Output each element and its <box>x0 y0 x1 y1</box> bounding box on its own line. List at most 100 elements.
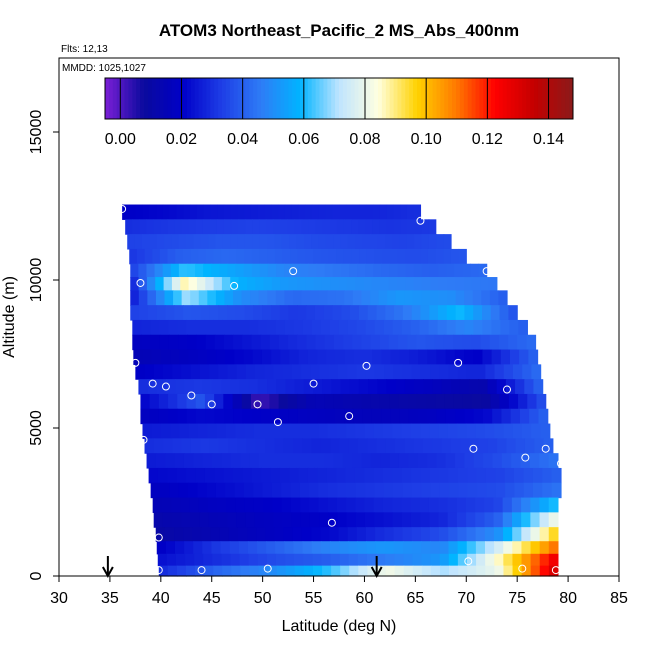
colorbar-segment <box>218 78 223 119</box>
heatmap-cell <box>383 423 394 439</box>
heatmap-cell <box>223 204 232 220</box>
colorbar-segment <box>569 78 574 119</box>
heatmap-cell <box>505 482 515 499</box>
heatmap-cell <box>301 364 311 380</box>
heatmap-cell <box>195 393 206 410</box>
heatmap-cell <box>159 319 169 336</box>
colorbar-segment <box>249 78 254 119</box>
heatmap-cell <box>448 553 459 567</box>
colorbar-segment <box>420 78 426 119</box>
heatmap-cell <box>263 277 273 291</box>
heatmap-cell <box>153 219 162 235</box>
heatmap-cell <box>311 204 320 220</box>
heatmap-cell <box>335 349 346 365</box>
heatmap-cell <box>297 248 307 265</box>
colorbar-segment <box>557 78 562 119</box>
heatmap-cell <box>132 334 143 351</box>
heatmap-cell <box>266 541 276 555</box>
heatmap-cell <box>205 277 215 291</box>
heatmap-cell <box>249 565 260 577</box>
heatmap-cell <box>487 379 498 395</box>
heatmap-cell <box>243 482 254 499</box>
heatmap-cell <box>230 379 241 395</box>
sample-point <box>139 435 148 444</box>
heatmap-cell <box>412 290 422 306</box>
heatmap-cell <box>503 565 514 577</box>
heatmap-cell <box>311 234 320 250</box>
heatmap-cell <box>383 512 394 528</box>
heatmap-cell <box>398 334 408 351</box>
heatmap-cell <box>332 204 340 220</box>
heatmap-cell <box>293 319 304 336</box>
heatmap-cell <box>402 364 413 380</box>
heatmap-cell <box>511 453 522 469</box>
heatmap-cell <box>307 467 318 484</box>
heatmap-cell <box>422 438 433 454</box>
heatmap-cell <box>531 364 542 380</box>
heatmap-cell <box>258 453 269 469</box>
heatmap-cell <box>471 277 481 291</box>
heatmap-cell <box>225 482 236 499</box>
heatmap-cell <box>477 482 487 499</box>
heatmap-cell <box>382 248 391 265</box>
heatmap-cell <box>412 248 421 265</box>
heatmap-cell <box>455 290 465 306</box>
heatmap-cell <box>217 497 227 513</box>
heatmap-cell <box>188 349 199 365</box>
heatmap-cell <box>311 319 322 336</box>
heatmap-cell <box>147 290 157 306</box>
heatmap-cell <box>421 219 430 235</box>
heatmap-cell <box>288 334 298 351</box>
heatmap-cell <box>548 527 559 542</box>
heatmap-cell <box>167 248 176 265</box>
heatmap-cell <box>272 497 283 513</box>
heatmap-cell <box>437 319 448 336</box>
colorbar-segment <box>214 78 219 119</box>
heatmap-cell <box>201 527 212 542</box>
heatmap-cell <box>405 248 414 265</box>
colorbar-segment <box>245 78 250 119</box>
heatmap-cell <box>362 234 371 250</box>
heatmap-cell <box>176 467 187 484</box>
heatmap-cell <box>135 204 144 220</box>
colorbar-segment <box>452 78 457 119</box>
heatmap-cell <box>340 234 349 250</box>
colorbar-segment <box>233 78 239 119</box>
heatmap-cell <box>187 334 198 351</box>
heatmap-cell <box>427 248 437 265</box>
heatmap-cell <box>413 204 422 220</box>
heatmap-cell <box>282 512 293 528</box>
heatmap-cell <box>178 263 188 278</box>
heatmap-cell <box>475 497 485 513</box>
heatmap-cell <box>252 349 263 365</box>
heatmap-cell <box>181 364 192 380</box>
heatmap-cell <box>196 204 205 220</box>
heatmap-cell <box>218 512 228 528</box>
heatmap-cell <box>200 234 209 250</box>
heatmap-cell <box>348 438 359 454</box>
heatmap-cell <box>355 234 364 250</box>
colorbar-segment <box>284 78 289 119</box>
heatmap-cell <box>266 319 277 336</box>
heatmap-cell <box>478 379 489 395</box>
heatmap-cell <box>122 204 130 220</box>
heatmap-cell <box>174 453 185 469</box>
heatmap-cell <box>128 204 137 220</box>
heatmap-cell <box>247 541 258 555</box>
heatmap-cell <box>216 219 225 235</box>
sample-point <box>551 566 560 575</box>
colorbar-segment <box>475 78 480 119</box>
heatmap-cell <box>261 467 272 484</box>
heatmap-cell <box>255 277 265 291</box>
sample-point <box>263 564 272 573</box>
heatmap-cell <box>288 408 299 425</box>
heatmap-cell <box>337 482 348 499</box>
heatmap-cell <box>228 527 239 542</box>
heatmap-cell <box>467 565 477 577</box>
colorbar-segment <box>463 78 469 119</box>
heatmap-cell <box>271 277 281 291</box>
heatmap-cell <box>446 305 457 321</box>
heatmap-cell <box>296 234 305 250</box>
heatmap-cell <box>503 364 514 380</box>
heatmap-cell <box>395 438 405 454</box>
